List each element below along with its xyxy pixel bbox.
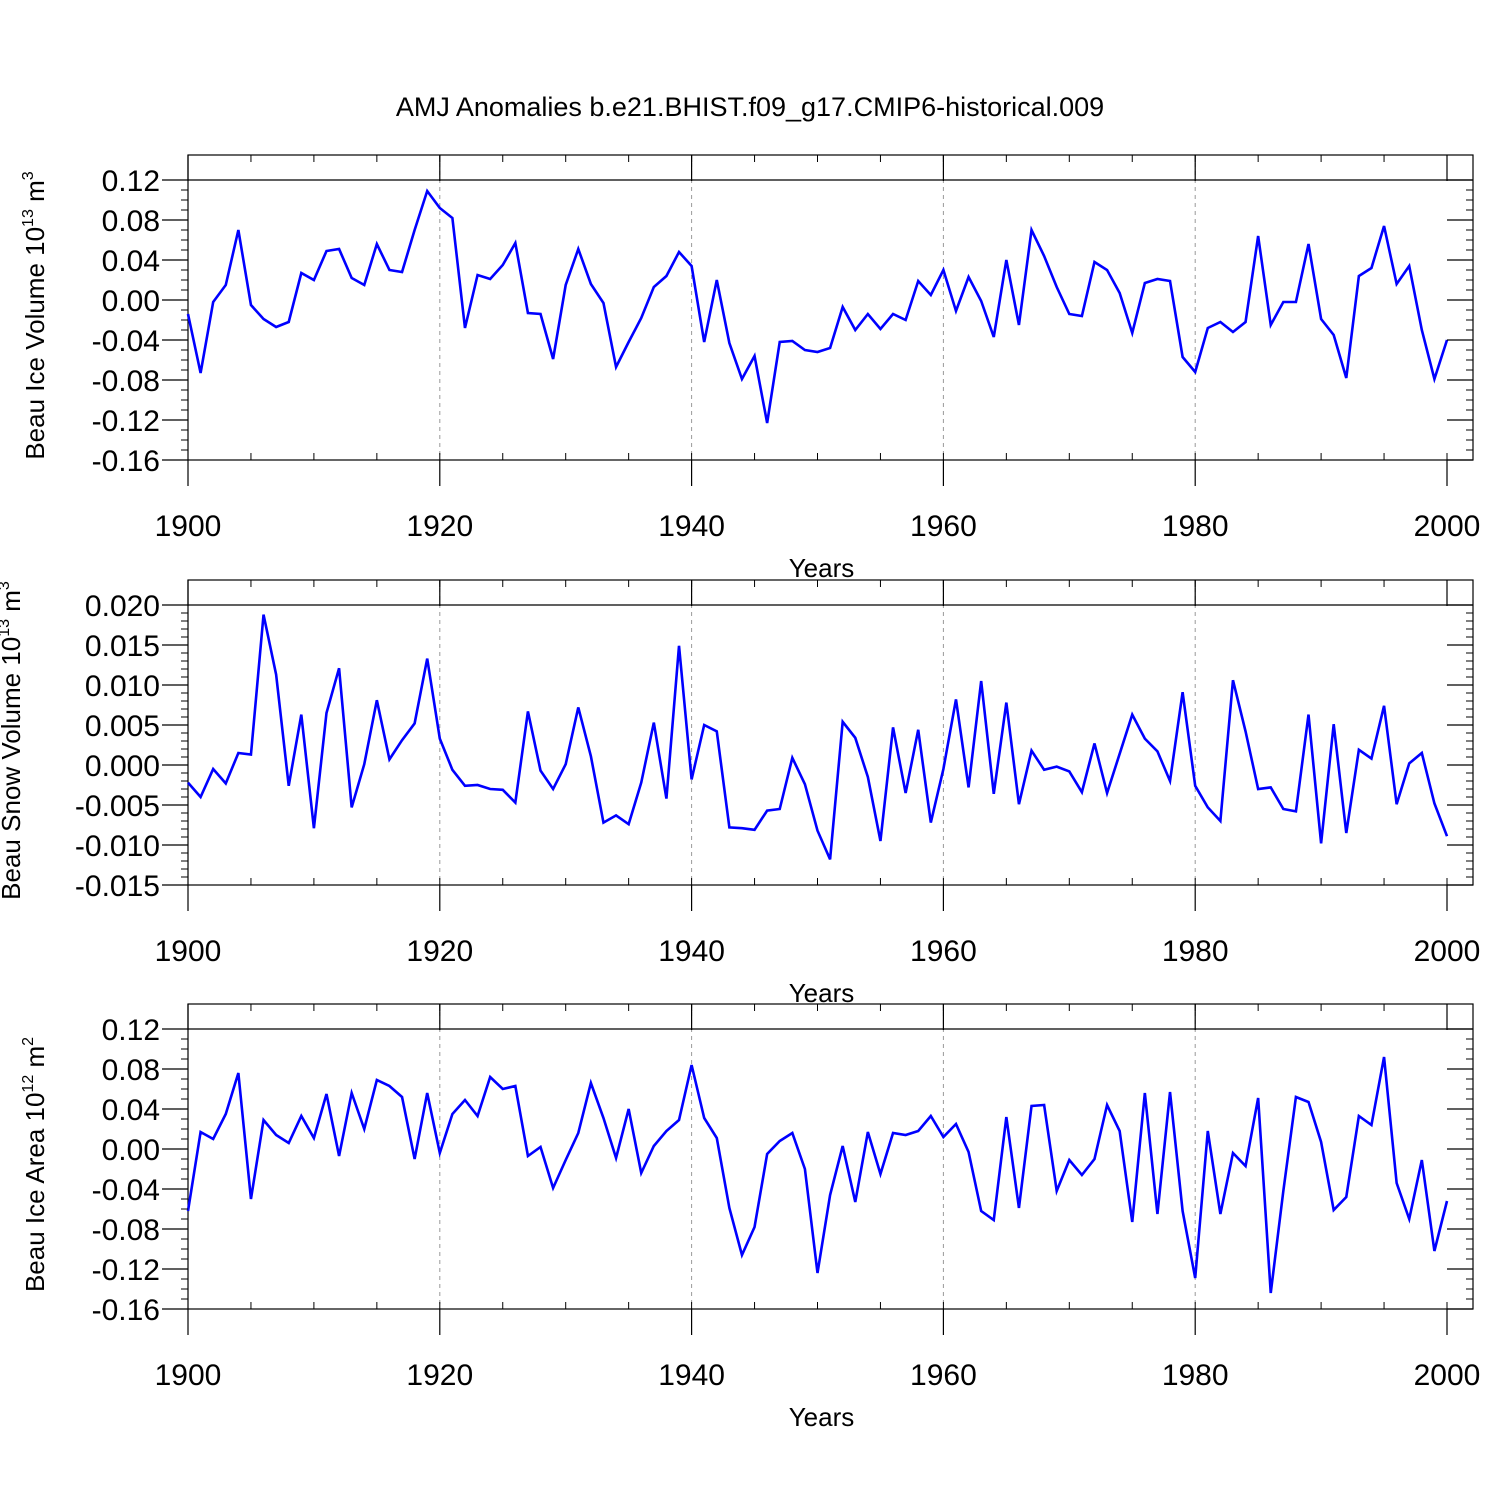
y-tick-label: 0.12 [102, 165, 160, 198]
y-axis-title: Beau Ice Area 1012 m2 [20, 1037, 50, 1292]
y-tick-label: 0.020 [85, 590, 160, 623]
data-series-line [187, 614, 1449, 860]
panel-2: -0.015 -0.010 -0.005 0.000 0.005 0.010 0.015 0.… [0, 579, 1481, 1008]
data-series-line [186, 1056, 1449, 1294]
x-tick-label: 1960 [910, 510, 977, 543]
plot-frame [187, 154, 1474, 461]
y-tick-label: 0.000 [85, 750, 160, 783]
x-tick-label: 1900 [155, 510, 222, 543]
y-tick-label: -0.16 [92, 1294, 160, 1327]
plot-frame [187, 1003, 1474, 1310]
y-tick-label: 0.005 [85, 710, 160, 743]
panel-3: -0.16 -0.12 -0.08 -0.04 0.00 0.04 0.08 0.12 1900… [20, 1003, 1481, 1432]
x-tick-label: 2000 [1414, 1359, 1481, 1392]
y-tick-label: -0.08 [92, 1214, 160, 1247]
y-tick-label: -0.12 [92, 405, 160, 438]
plot-frame [187, 579, 1474, 886]
y-tick-label: -0.12 [92, 1254, 160, 1287]
x-axis-title: Years [789, 1402, 855, 1432]
y-tick-label: 0.010 [85, 670, 160, 703]
y-tick-label: 0.015 [85, 630, 160, 663]
y-tick-label: -0.16 [92, 445, 160, 478]
y-tick-label: 0.00 [102, 1134, 160, 1167]
x-tick-label: 1980 [1162, 1359, 1229, 1392]
y-tick-label: 0.12 [102, 1014, 160, 1047]
y-tick-label: -0.005 [75, 790, 160, 823]
x-tick-label: 1920 [406, 510, 473, 543]
x-tick-label: 1960 [910, 935, 977, 968]
y-tick-label: -0.015 [75, 870, 160, 903]
y-tick-label: 0.08 [102, 205, 160, 238]
y-tick-label: 0.04 [102, 1094, 160, 1127]
x-tick-label: 1960 [910, 1359, 977, 1392]
chart-panels: -0.16 -0.12 -0.08 -0.04 0.00 0.04 0.08 0.12 1900… [0, 154, 1481, 1432]
y-tick-label: -0.08 [92, 365, 160, 398]
x-tick-label: 1940 [658, 510, 725, 543]
chart-title: AMJ Anomalies b.e21.BHIST.f09_g17.CMIP6-… [396, 92, 1104, 122]
x-axis-title: Years [789, 553, 855, 583]
y-axis-title: Beau Snow Volume 1013 m3 [0, 581, 26, 900]
panel-1: -0.16 -0.12 -0.08 -0.04 0.00 0.04 0.08 0.12 1900… [20, 154, 1481, 583]
x-tick-label: 1900 [155, 935, 222, 968]
x-tick-label: 1980 [1162, 935, 1229, 968]
y-tick-label: -0.04 [92, 1174, 160, 1207]
y-tick-label: 0.04 [102, 245, 160, 278]
y-axis-title: Beau Ice Volume 1013 m3 [20, 171, 50, 459]
x-tick-label: 1940 [658, 1359, 725, 1392]
y-tick-label: 0.08 [102, 1054, 160, 1087]
x-tick-label: 1920 [406, 935, 473, 968]
y-tick-label: -0.010 [75, 830, 160, 863]
y-tick-label: -0.04 [92, 325, 160, 358]
x-tick-label: 1940 [658, 935, 725, 968]
x-tick-label: 1920 [406, 1359, 473, 1392]
x-tick-label: 2000 [1414, 935, 1481, 968]
y-tick-label: 0.00 [102, 285, 160, 318]
data-series-line [186, 188, 1449, 424]
x-tick-label: 2000 [1414, 510, 1481, 543]
x-tick-label: 1900 [155, 1359, 222, 1392]
x-axis-title: Years [789, 978, 855, 1008]
x-tick-label: 1980 [1162, 510, 1229, 543]
